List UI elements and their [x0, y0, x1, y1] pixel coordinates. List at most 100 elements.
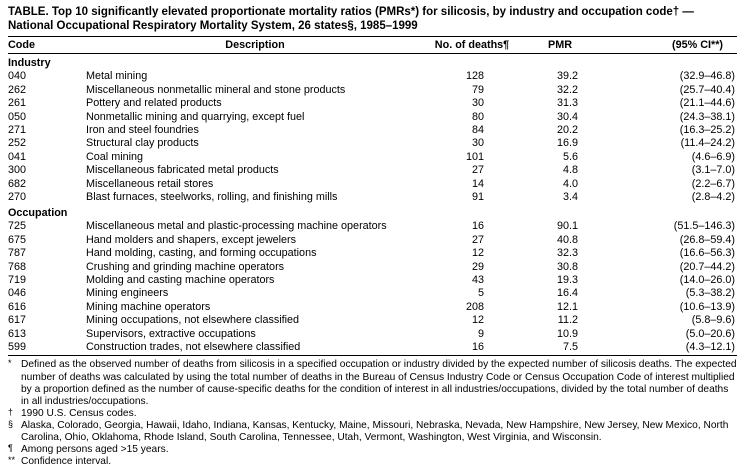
cell-ci: (4.3–12.1): [600, 340, 737, 357]
table-title: TABLE. Top 10 significantly elevated pro…: [8, 6, 694, 33]
cell-description: Blast furnaces, steelworks, rolling, and…: [86, 191, 338, 204]
cell-code: 675: [8, 233, 27, 246]
cell-ci: (14.0–26.0): [679, 274, 735, 287]
cell-pmr: 12.1: [556, 300, 578, 313]
footnote-text: Confidence interval.: [21, 455, 112, 465]
cell-ci: (5.0–20.6): [685, 327, 735, 340]
footnote-marker: ¶: [8, 442, 13, 453]
cell-pmr: 4.8: [562, 164, 578, 177]
column-header-ci: (95% CI**): [600, 36, 737, 55]
cell-pmr: 3.4: [562, 191, 578, 204]
cell-pmr: 16.9: [556, 137, 578, 150]
cell-pmr: 31.3: [556, 97, 578, 110]
table-row: 613 Supervisors, extractive occupations 9 1…: [8, 327, 737, 340]
cell-description: Metal mining: [86, 70, 148, 83]
footnote-marker: §: [8, 418, 14, 429]
table-row: 617 Mining occupations, not elsewhere cla…: [8, 314, 737, 327]
cell-deaths: 27: [471, 233, 484, 246]
cell-ci: (10.6–13.9): [679, 300, 735, 313]
cell-deaths: 30: [471, 137, 484, 150]
cell-ci: (25.7–40.4): [679, 83, 735, 96]
cell-description: Pottery and related products: [86, 97, 222, 110]
cell-ci: (11.4–24.2): [680, 137, 735, 150]
table-row: 262 Miscellaneous nonmetallic mineral and…: [8, 83, 737, 96]
cell-deaths: 29: [471, 260, 484, 273]
table-row: 616 Mining machine operators 208 12.1 (10.6–…: [8, 300, 737, 313]
header-row: Code Description No. of deaths¶ PMR (95%…: [8, 36, 737, 55]
cell-ci: (16.6–56.3): [679, 247, 735, 260]
cell-deaths: 84: [471, 124, 484, 137]
table-row: 725 Miscellaneous metal and plastic-proce…: [8, 220, 737, 233]
cell-ci: (20.7–44.2): [679, 260, 735, 273]
cell-description: Miscellaneous nonmetallic mineral and st…: [86, 83, 346, 96]
cell-description: Iron and steel foundries: [86, 124, 199, 137]
table-row: 050 Nonmetallic mining and quarrying, exc…: [8, 110, 737, 123]
footnote-text: 1990 U.S. Census codes.: [21, 407, 137, 419]
cell-code: 271: [8, 124, 27, 137]
table-row: 040 Metal mining 128 39.2 (32.9–46.8): [8, 70, 737, 83]
cell-code: 041: [8, 150, 27, 163]
cell-code: 719: [8, 274, 27, 287]
cell-pmr: 16.4: [556, 287, 578, 300]
cell-code: 613: [8, 327, 27, 340]
cell-code: 768: [8, 260, 27, 273]
cell-code: 725: [8, 220, 27, 233]
column-header-pmr: PMR: [520, 36, 600, 55]
cell-deaths: 27: [471, 164, 484, 177]
cell-pmr: 30.4: [556, 110, 578, 123]
pmr-table: Code Description No. of deaths¶ PMR (95%…: [8, 36, 737, 357]
table-header: Code Description No. of deaths¶ PMR (95%…: [8, 36, 737, 55]
cell-deaths: 14: [471, 177, 484, 190]
cell-code: 787: [8, 247, 27, 260]
cell-deaths: 9: [477, 327, 484, 340]
cell-description: Construction trades, not elsewhere class…: [86, 340, 424, 357]
cell-code: 046: [8, 287, 27, 300]
cell-deaths: 80: [471, 110, 484, 123]
cell-code: 261: [8, 97, 27, 110]
cell-ci: (2.8–4.2): [691, 191, 735, 204]
cell-pmr: 32.3: [556, 247, 578, 260]
table-row: 682 Miscellaneous retail stores 14 4.0 (2.2–…: [8, 177, 737, 190]
cell-ci: (2.2–6.7): [691, 177, 735, 190]
cell-deaths: 79: [471, 83, 484, 96]
cell-deaths: 91: [471, 191, 484, 204]
cell-deaths: 30: [471, 97, 484, 110]
table-row: 768 Crushing and grinding machine operato…: [8, 260, 737, 273]
cell-ci: (26.8–59.4): [679, 233, 735, 246]
cell-pmr: 30.8: [556, 260, 578, 273]
table-row: 599 Construction trades, not elsewhere cl…: [8, 340, 737, 357]
cell-deaths: 16: [424, 340, 520, 357]
cell-ci: (16.3–25.2): [679, 124, 735, 137]
footnote-text: Among persons aged >15 years.: [21, 443, 169, 455]
table-row: 046 Mining engineers 5 16.4 (5.3–38.2): [8, 287, 737, 300]
table-row: 041 Coal mining 101 5.6 (4.6–6.9): [8, 150, 737, 163]
column-header-code: Code: [8, 36, 86, 55]
column-header-description: Description: [86, 36, 424, 55]
cell-pmr: 7.5: [520, 340, 600, 357]
cell-description: Hand molding, casting, and forming occup…: [86, 247, 317, 260]
footnote-marker: †: [8, 406, 14, 417]
cell-code: 300: [8, 164, 27, 177]
cell-pmr: 10.9: [556, 327, 578, 340]
cell-description: Hand molders and shapers, except jeweler…: [86, 233, 297, 246]
cell-code: 617: [8, 314, 27, 327]
cell-pmr: 32.2: [556, 83, 578, 96]
cell-pmr: 4.0: [562, 177, 578, 190]
cell-pmr: 90.1: [556, 220, 578, 233]
cell-deaths: 16: [471, 220, 484, 233]
cell-description: Molding and casting machine operators: [86, 274, 275, 287]
cell-pmr: 39.2: [556, 70, 578, 83]
column-header-deaths: No. of deaths¶: [424, 36, 520, 55]
footnote: § Alaska, Colorado, Georgia, Hawaii, Idah…: [8, 418, 737, 444]
table-row: 787 Hand molding, casting, and forming oc…: [8, 247, 737, 260]
cell-ci: (32.9–46.8): [679, 70, 735, 83]
cell-ci: (51.5–146.3): [673, 220, 735, 233]
section-title: Occupation: [8, 206, 68, 219]
footnotes: * Defined as the observed number of death…: [8, 358, 737, 465]
cell-deaths: 101: [465, 150, 484, 163]
section-title: Industry: [8, 56, 51, 69]
table-body: Industry 040 Metal mining 128 39.2 (32.9–46.8…: [8, 54, 737, 357]
cell-description: Mining occupations, not elsewhere classi…: [86, 314, 300, 327]
cell-deaths: 43: [471, 274, 484, 287]
